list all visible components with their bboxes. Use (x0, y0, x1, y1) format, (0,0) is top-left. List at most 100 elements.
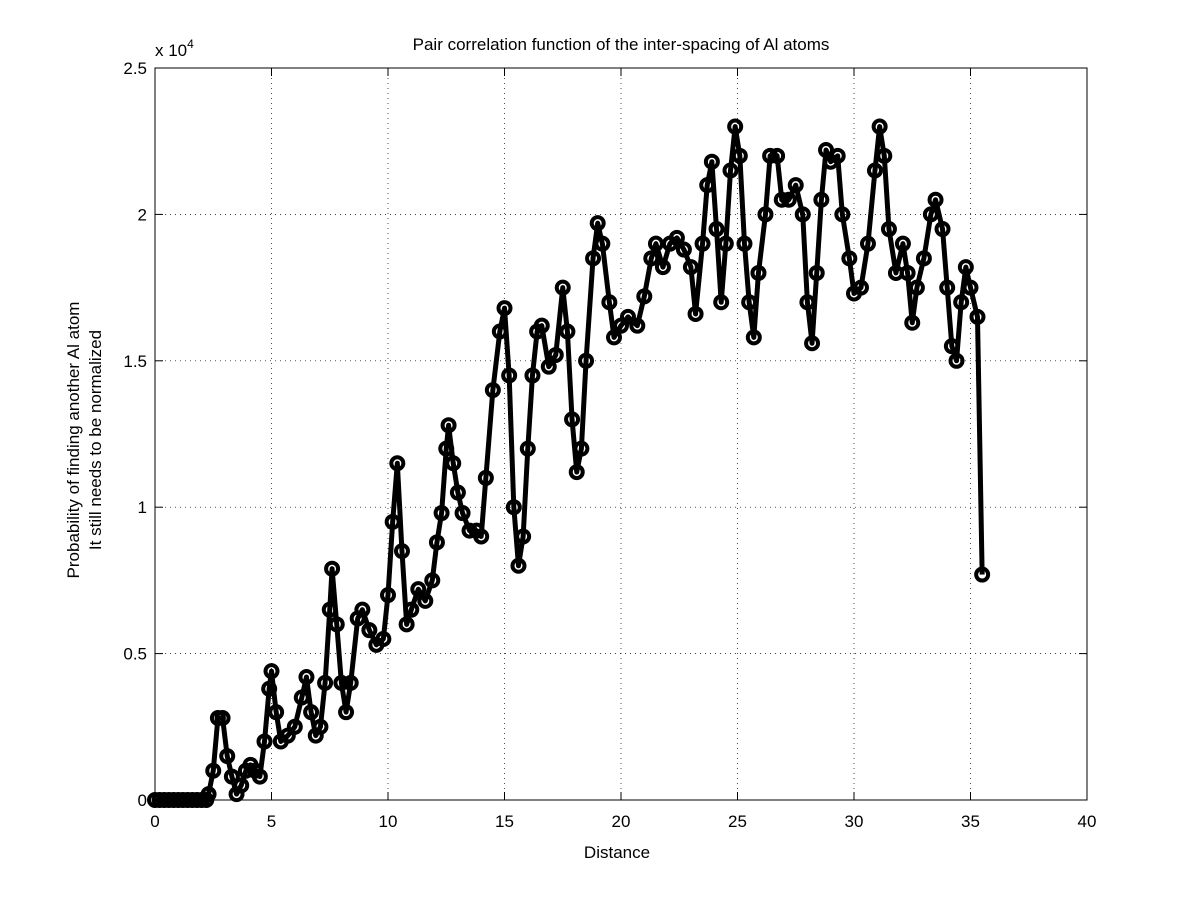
data-marker (440, 417, 457, 434)
data-marker (834, 206, 851, 223)
data-marker (787, 177, 804, 194)
data-marker (417, 592, 434, 609)
data-marker (219, 748, 236, 765)
x-tick-label: 20 (612, 812, 631, 831)
x-tick-label: 10 (379, 812, 398, 831)
data-marker (214, 710, 231, 727)
data-marker (741, 294, 758, 311)
data-marker (205, 762, 222, 779)
data-marker (547, 346, 564, 363)
data-marker (899, 264, 916, 281)
data-marker (354, 601, 371, 618)
data-marker (393, 543, 410, 560)
data-marker (750, 264, 767, 281)
data-marker (619, 308, 636, 325)
data-marker (389, 455, 406, 472)
data-marker (762, 147, 779, 164)
data-marker (533, 317, 550, 334)
data-marker (519, 440, 536, 457)
data-marker (251, 768, 268, 785)
data-marker (375, 630, 392, 647)
data-marker (484, 382, 501, 399)
data-marker (915, 250, 932, 267)
data-marker (769, 147, 786, 164)
data-marker (699, 177, 716, 194)
data-marker (496, 300, 513, 317)
x-tick-label: 40 (1078, 812, 1097, 831)
data-marker (424, 572, 441, 589)
data-marker (859, 235, 876, 252)
data-marker (780, 191, 797, 208)
data-marker (449, 484, 466, 501)
data-marker (727, 118, 744, 135)
data-marker (957, 259, 974, 276)
data-marker (445, 455, 462, 472)
data-marker (794, 206, 811, 223)
data-marker (298, 669, 315, 686)
data-marker (333, 674, 350, 691)
x-tick-label: 35 (961, 812, 980, 831)
y-tick-label: 2.5 (123, 59, 147, 78)
data-marker (654, 259, 671, 276)
data-marker (708, 221, 725, 238)
data-marker (384, 513, 401, 530)
data-marker (585, 250, 602, 267)
data-marker (713, 294, 730, 311)
data-marker (904, 314, 921, 331)
data-marker (629, 317, 646, 334)
data-marker (268, 704, 285, 721)
data-marker (813, 191, 830, 208)
data-marker (321, 601, 338, 618)
data-marker (293, 689, 310, 706)
data-marker (934, 221, 951, 238)
data-marker (410, 581, 427, 598)
data-marker (342, 674, 359, 691)
data-marker (223, 768, 240, 785)
data-marker (643, 250, 660, 267)
data-marker (829, 147, 846, 164)
y-tick-label: 0 (138, 791, 147, 810)
data-marker (578, 352, 595, 369)
data-marker (953, 294, 970, 311)
data-marker (703, 153, 720, 170)
data-marker (636, 288, 653, 305)
x-tick-label: 30 (845, 812, 864, 831)
data-marker (361, 622, 378, 639)
data-marker (438, 440, 455, 457)
data-marker (568, 464, 585, 481)
data-marker (694, 235, 711, 252)
y-multiplier: x 104 (155, 37, 194, 60)
data-marker (380, 587, 396, 604)
data-marker (922, 206, 939, 223)
data-marker (505, 499, 522, 516)
data-marker (398, 616, 415, 633)
data-marker (943, 338, 960, 355)
data-marker (687, 305, 704, 322)
data-marker (927, 191, 944, 208)
data-marker (501, 367, 518, 384)
data-marker (799, 294, 816, 311)
data-marker (841, 250, 858, 267)
y-axis-label: Probability of finding another Al atom (64, 302, 83, 579)
data-marker (564, 411, 581, 428)
chart-title: Pair correlation function of the inter-s… (413, 35, 830, 54)
data-marker (880, 221, 897, 238)
data-marker (461, 522, 478, 539)
data-marker (200, 786, 217, 803)
data-marker (256, 733, 273, 750)
y-tick-label: 2 (138, 205, 147, 224)
data-marker (606, 329, 623, 346)
data-marker (871, 118, 888, 135)
data-marker (594, 235, 611, 252)
x-tick-label: 0 (150, 812, 159, 831)
data-marker (324, 560, 341, 577)
data-marker (948, 352, 965, 369)
data-marker (403, 601, 420, 618)
data-marker (876, 147, 893, 164)
data-marker (675, 241, 692, 258)
data-marker (939, 279, 956, 296)
data-marker (736, 235, 753, 252)
x-tick-label: 25 (728, 812, 747, 831)
